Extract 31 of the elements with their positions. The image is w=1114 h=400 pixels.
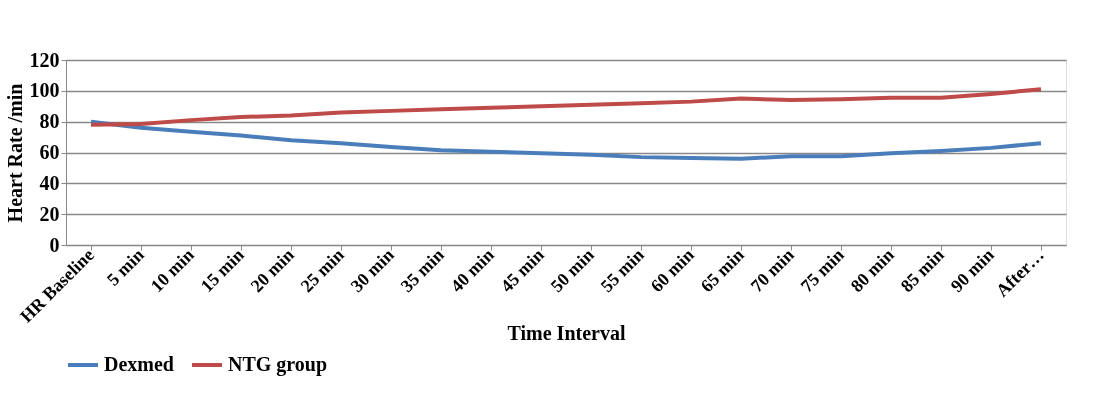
x-tick-label: 85 min [896, 244, 948, 296]
y-tick-label: 40 [39, 171, 60, 194]
x-tick-label: 55 min [596, 244, 648, 296]
x-tick-label: 75 min [796, 244, 848, 296]
y-tick-label: 120 [29, 48, 60, 71]
x-tick-label: 80 min [846, 244, 898, 296]
y-tick-label: 80 [39, 110, 60, 133]
x-tick-label: 45 min [496, 244, 548, 296]
x-tick-label: 20 min [246, 244, 298, 296]
x-tick-label: 65 min [696, 244, 748, 296]
x-tick-label: 25 min [296, 244, 348, 296]
line-series [89, 87, 1043, 127]
x-tick-label: 35 min [396, 244, 448, 296]
y-tick-label: 20 [39, 202, 60, 225]
x-tick-label: 70 min [746, 244, 798, 296]
legend-label: NTG group [228, 353, 328, 376]
y-tick-label: 100 [29, 79, 60, 102]
legend-label: Dexmed [104, 353, 174, 375]
x-tick-label: 15 min [196, 244, 248, 296]
x-tick-label: 60 min [646, 244, 698, 296]
line-series [89, 119, 1043, 161]
x-tick-label: 5 min [102, 244, 148, 290]
x-tick-label: 30 min [346, 244, 398, 296]
x-tick-label: 50 min [546, 244, 598, 296]
y-tick-label: 60 [39, 141, 60, 163]
y-axis-title: Heart Rate /min [3, 83, 26, 223]
x-tick-label: 10 min [146, 244, 198, 296]
x-axis-title: Time Interval [507, 322, 626, 345]
x-tick-label: 40 min [446, 244, 498, 296]
x-tick-label: 90 min [946, 244, 998, 296]
y-tick-label: 0 [49, 233, 60, 256]
